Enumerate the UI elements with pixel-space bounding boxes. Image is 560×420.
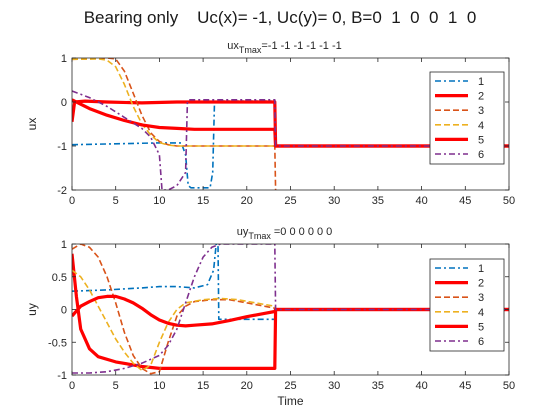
x-tick-label: 0 — [69, 380, 75, 392]
legend: 1 2 3 4 5 6 — [429, 258, 505, 352]
legend-label-4: 4 — [478, 307, 484, 319]
y-tick-label: -1 — [57, 141, 67, 153]
series-line-3 — [72, 244, 509, 375]
x-tick-label: 25 — [284, 380, 296, 392]
x-tick-label: 15 — [197, 380, 209, 392]
x-tick-label: 15 — [197, 195, 209, 207]
x-axis-label: Time — [277, 394, 304, 408]
subplot-2: 0 5 10 15 20 25 30 35 40 45 50-1-0.500.51uyTimeuyT… — [25, 226, 515, 408]
series-line-4 — [72, 269, 509, 372]
legend-label-3: 3 — [478, 292, 484, 304]
x-tick-label: 10 — [153, 195, 165, 207]
legend-label-6: 6 — [478, 149, 484, 161]
x-tick-label: 0 — [69, 195, 75, 207]
x-tick-label: 20 — [241, 195, 253, 207]
legend-label-5: 5 — [478, 321, 484, 333]
legend-label-6: 6 — [478, 336, 484, 348]
x-tick-label: 35 — [372, 195, 384, 207]
legend-box — [429, 258, 505, 352]
subplot-title: uyTmax =0 0 0 0 0 0 — [237, 226, 333, 241]
y-axis-label: ux — [25, 118, 39, 131]
figure-title: Bearing only Uc(x)= -1, Uc(y)= 0, B=0 1 … — [83, 8, 477, 27]
series-line-5 — [72, 294, 509, 328]
subplot-title: uxTmax=-1 -1 -1 -1 -1 -1 — [227, 40, 342, 55]
series-line-2 — [72, 253, 509, 370]
x-tick-label: 50 — [503, 195, 515, 207]
series-line-6 — [72, 244, 509, 374]
legend: 1 2 3 4 5 6 — [429, 71, 505, 165]
x-tick-label: 35 — [372, 380, 384, 392]
x-tick-label: 30 — [328, 380, 340, 392]
x-tick-label: 5 — [113, 195, 119, 207]
x-tick-label: 50 — [503, 380, 515, 392]
legend-label-4: 4 — [478, 120, 484, 132]
legend-label-1: 1 — [478, 263, 484, 275]
x-tick-label: 10 — [153, 380, 165, 392]
x-tick-label: 40 — [415, 380, 427, 392]
legend-label-1: 1 — [478, 76, 484, 88]
y-tick-label: 0 — [61, 97, 67, 109]
legend-label-5: 5 — [478, 134, 484, 146]
series-line-1 — [72, 244, 509, 321]
y-tick-label: 0.5 — [52, 272, 67, 284]
y-tick-label: 1 — [61, 53, 67, 65]
series-line-6 — [72, 90, 509, 190]
x-tick-label: 25 — [284, 195, 296, 207]
x-tick-label: 5 — [113, 380, 119, 392]
legend-box — [429, 71, 505, 165]
legend-label-2: 2 — [478, 91, 484, 103]
series-line-2 — [72, 99, 509, 148]
y-axis-label: uy — [25, 303, 39, 316]
series-group — [72, 244, 509, 375]
series-group — [72, 58, 509, 190]
series-line-4 — [72, 58, 509, 147]
y-tick-label: 0 — [61, 305, 67, 317]
legend-label-3: 3 — [478, 105, 484, 117]
x-tick-label: 45 — [459, 380, 471, 392]
legend-label-2: 2 — [478, 278, 484, 290]
y-tick-label: -1 — [57, 370, 67, 382]
y-tick-label: -2 — [57, 185, 67, 197]
x-tick-label: 45 — [459, 195, 471, 207]
y-tick-label: 1 — [61, 239, 67, 251]
y-tick-label: -0.5 — [48, 337, 67, 349]
x-tick-label: 20 — [241, 380, 253, 392]
x-tick-label: 40 — [415, 195, 427, 207]
x-tick-label: 30 — [328, 195, 340, 207]
